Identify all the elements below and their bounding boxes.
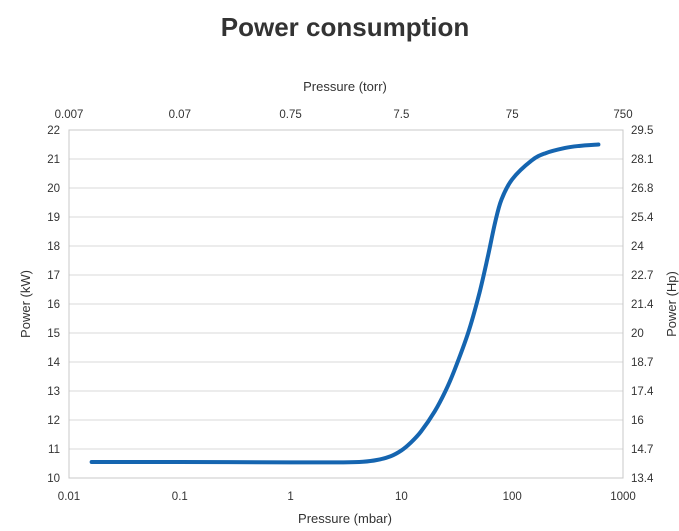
right-tick-label: 29.5 — [631, 125, 653, 137]
bottom-tick-label: 0.01 — [58, 491, 80, 503]
data-point — [389, 454, 393, 458]
left-tick-label: 15 — [47, 328, 60, 340]
data-point — [399, 448, 403, 453]
left-tick-label: 20 — [47, 183, 60, 195]
data-point — [452, 369, 456, 373]
data-point — [408, 441, 412, 445]
bottom-tick-label: 10 — [395, 491, 408, 503]
data-point — [178, 460, 182, 464]
right-tick-label: 18.7 — [631, 357, 653, 369]
right-tick-label: 24 — [631, 241, 644, 253]
bottom-tick-label: 0.1 — [172, 491, 188, 503]
left-tick-label: 22 — [47, 125, 60, 137]
left-tick-label: 12 — [47, 415, 60, 427]
right-tick-label: 26.8 — [631, 183, 653, 195]
bottom-tick-label: 1000 — [610, 491, 636, 503]
data-point — [493, 221, 497, 225]
top-tick-label: 750 — [613, 109, 632, 121]
left-tick-label: 10 — [47, 473, 60, 485]
left-tick-label: 16 — [47, 299, 60, 311]
right-tick-label: 13.4 — [631, 473, 654, 485]
top-tick-label: 0.07 — [169, 109, 191, 121]
data-point — [510, 177, 514, 181]
data-point — [341, 460, 346, 464]
right-tick-label: 20 — [631, 328, 644, 340]
series-layer — [89, 142, 601, 465]
left-tick-label: 17 — [47, 270, 60, 282]
data-point — [486, 256, 490, 260]
top-tick-label: 0.007 — [55, 109, 84, 121]
right-tick-label: 21.4 — [631, 299, 654, 311]
right-tick-label: 16 — [631, 415, 644, 427]
right-tick-label: 22.7 — [631, 270, 653, 282]
data-point — [596, 142, 601, 147]
left-tick-label: 19 — [47, 212, 60, 224]
right-tick-label: 25.4 — [631, 212, 654, 224]
tick-labels: 10 11 12 13 14 15 16 17 18 19 20 21 22 13.4 14.7 16 17.4… — [47, 109, 654, 503]
data-point — [477, 293, 481, 297]
right-tick-label: 14.7 — [631, 444, 653, 456]
left-axis-title: Power (kW) — [18, 270, 33, 338]
data-point — [563, 146, 567, 150]
data-point — [443, 389, 448, 393]
data-point — [433, 409, 437, 413]
right-tick-label: 28.1 — [631, 154, 653, 166]
left-tick-label: 14 — [47, 357, 60, 369]
bottom-tick-label: 100 — [503, 491, 522, 503]
top-axis-title: Pressure (torr) — [303, 79, 387, 94]
top-tick-label: 75 — [506, 109, 519, 121]
data-point — [543, 151, 548, 155]
left-tick-label: 13 — [47, 386, 60, 398]
gridlines — [69, 158, 623, 450]
data-point — [289, 460, 293, 464]
data-point — [90, 460, 94, 464]
data-point — [361, 460, 365, 464]
top-tick-label: 7.5 — [393, 109, 409, 121]
right-axis-title: Power (Hp) — [664, 271, 679, 337]
data-point — [375, 458, 379, 462]
power-curve — [89, 142, 601, 465]
plot-frame — [68, 129, 624, 479]
left-tick-label: 21 — [47, 154, 60, 166]
right-tick-label: 17.4 — [631, 386, 654, 398]
bottom-tick-label: 1 — [287, 491, 293, 503]
left-tick-label: 18 — [47, 241, 60, 253]
data-point — [419, 430, 423, 434]
data-point — [499, 198, 504, 202]
bottom-axis-title: Pressure (mbar) — [298, 511, 392, 526]
data-point — [530, 158, 534, 163]
data-point — [577, 144, 581, 148]
top-tick-label: 0.75 — [279, 109, 301, 121]
data-point — [466, 331, 470, 335]
left-tick-label: 11 — [48, 444, 60, 456]
chart-title: Power consumption — [221, 12, 469, 42]
